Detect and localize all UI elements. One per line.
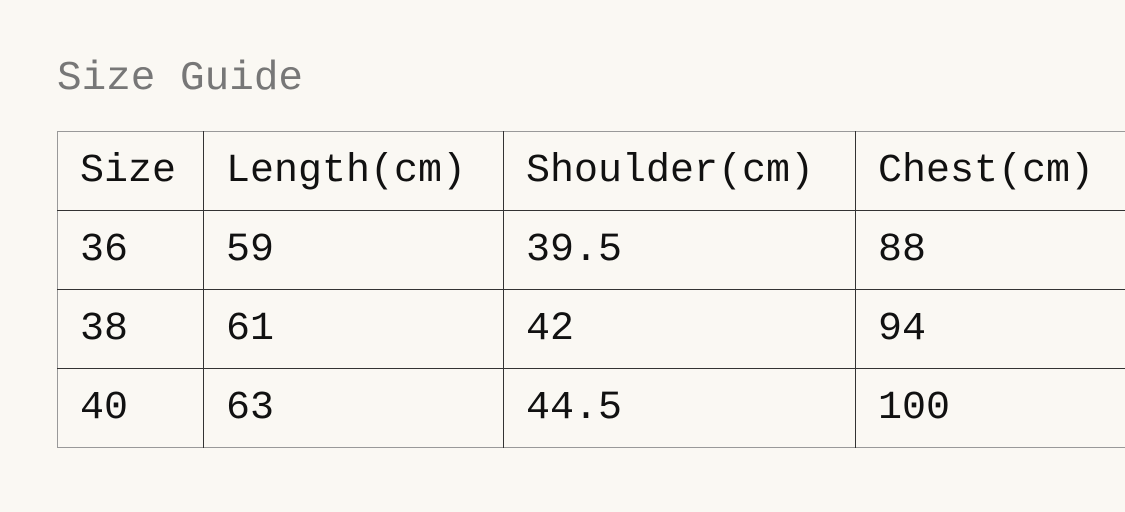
table-body: Size Length(cm) Shoulder(cm) Chest(cm) 36 59 3… [57,131,1125,448]
cell: 44.5 [503,368,856,448]
data-row: 38 61 42 94 [57,289,1125,369]
cell: 61 [203,289,504,369]
size-table: Size Length(cm) Shoulder(cm) Chest(cm) 36 59 3… [57,131,1125,448]
cell: 88 [855,210,1125,290]
cell: 39.5 [503,210,856,290]
cell: 36 [57,210,204,290]
header-cell: Shoulder(cm) [503,131,856,211]
cell: 42 [503,289,856,369]
cell: 100 [855,368,1125,448]
header-cell: Size [57,131,204,211]
cell: 38 [57,289,204,369]
header-cell: Length(cm) [203,131,504,211]
cell: 59 [203,210,504,290]
title: Size Guide [57,56,304,102]
data-row: 36 59 39.5 88 [57,210,1125,290]
data-row: 40 63 44.5 100 [57,368,1125,448]
cell: 94 [855,289,1125,369]
header-cell: Chest(cm) [855,131,1125,211]
header-row: Size Length(cm) Shoulder(cm) Chest(cm) [57,131,1125,211]
cell: 63 [203,368,504,448]
cell: 40 [57,368,204,448]
